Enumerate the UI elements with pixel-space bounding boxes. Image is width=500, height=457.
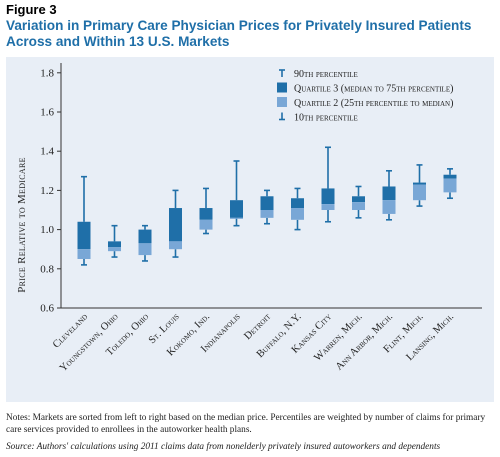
quartile3-bar xyxy=(291,198,304,209)
quartile3-bar xyxy=(230,200,243,218)
boxes xyxy=(77,146,457,266)
quartile2-bar xyxy=(199,219,213,230)
quartile3-bar xyxy=(443,174,457,179)
legend-label: 90th percentile xyxy=(294,69,358,80)
y-tick-label: 1.2 xyxy=(40,185,54,197)
quartile2-bar xyxy=(382,200,396,214)
box-5 xyxy=(230,160,243,227)
box-1 xyxy=(108,224,121,258)
box-3 xyxy=(169,189,182,258)
legend-item-q3: Quartile 3 (median to 75th percentile) xyxy=(277,82,453,95)
quartile3-bar xyxy=(199,208,213,220)
quartile3-bar xyxy=(413,182,426,185)
quartile2-bar xyxy=(77,249,91,259)
quartile3-bar xyxy=(352,196,365,203)
legend-q2-swatch xyxy=(277,97,287,107)
box-4 xyxy=(199,187,213,235)
quartile2-bar xyxy=(291,208,304,220)
y-tick-label: 1.4 xyxy=(40,146,54,158)
y-tick-label: 1.6 xyxy=(40,107,54,119)
quartile3-bar xyxy=(108,241,121,248)
legend: 90th percentile Quartile 3 (median to 75t… xyxy=(277,69,453,124)
y-tick-label: 1.0 xyxy=(40,224,54,236)
box-0 xyxy=(77,175,91,266)
legend-item-p10: 10th percentile xyxy=(279,112,358,124)
quartile2-bar xyxy=(413,184,426,201)
quartile3-bar xyxy=(77,221,91,250)
figure-title: Variation in Primary Care Physician Pric… xyxy=(6,18,472,49)
figure-source: Source: Authors' calculations using 2011… xyxy=(6,442,441,452)
box-11 xyxy=(413,164,426,207)
quartile3-bar xyxy=(382,186,396,201)
y-axis-label: Price Relative to Medicare xyxy=(16,157,28,293)
legend-label: 10th percentile xyxy=(294,113,358,124)
quartile2-bar xyxy=(352,202,365,210)
legend-item-p90: 90th percentile xyxy=(279,69,358,80)
box-9 xyxy=(352,185,365,219)
quartile3-bar xyxy=(321,188,335,205)
figure-notes: Notes: Markets are sorted from left to r… xyxy=(6,413,486,435)
quartile2-bar xyxy=(260,210,274,218)
quartile3-bar xyxy=(138,229,152,244)
quartile2-bar xyxy=(230,217,243,219)
legend-label: Quartile 3 (median to 75th percentile) xyxy=(294,84,453,95)
box-2 xyxy=(138,224,152,262)
box-10 xyxy=(382,170,396,221)
quartile3-bar xyxy=(260,196,274,210)
y-tick-label: 0.6 xyxy=(40,303,54,315)
legend-q3-swatch xyxy=(277,82,287,93)
box-8 xyxy=(321,146,335,223)
figure-label: Figure 3 xyxy=(6,2,57,17)
legend-item-q2: Quartile 2 (25th percentile to median) xyxy=(277,97,453,109)
quartile3-bar xyxy=(169,208,182,242)
box-12 xyxy=(443,168,457,200)
quartile2-bar xyxy=(108,247,121,252)
y-tick-label: 1.8 xyxy=(40,67,54,79)
legend-label: Quartile 2 (25th percentile to median) xyxy=(294,98,453,109)
box-6 xyxy=(260,189,274,225)
quartile2-bar xyxy=(169,241,182,250)
quartile2-bar xyxy=(321,204,335,210)
y-tick-label: 0.8 xyxy=(40,263,54,275)
quartile2-bar xyxy=(138,243,152,256)
y-axis: 0.6 0.8 1.0 1.2 1.4 1.6 1.8 xyxy=(40,63,482,315)
box-7 xyxy=(291,187,304,231)
quartile2-bar xyxy=(443,178,457,193)
boxplot-chart: 0.6 0.8 1.0 1.2 1.4 1.6 1.8 Price Relative to … xyxy=(16,63,482,374)
chart-panel: 0.6 0.8 1.0 1.2 1.4 1.6 1.8 Price Relative to … xyxy=(6,57,494,402)
